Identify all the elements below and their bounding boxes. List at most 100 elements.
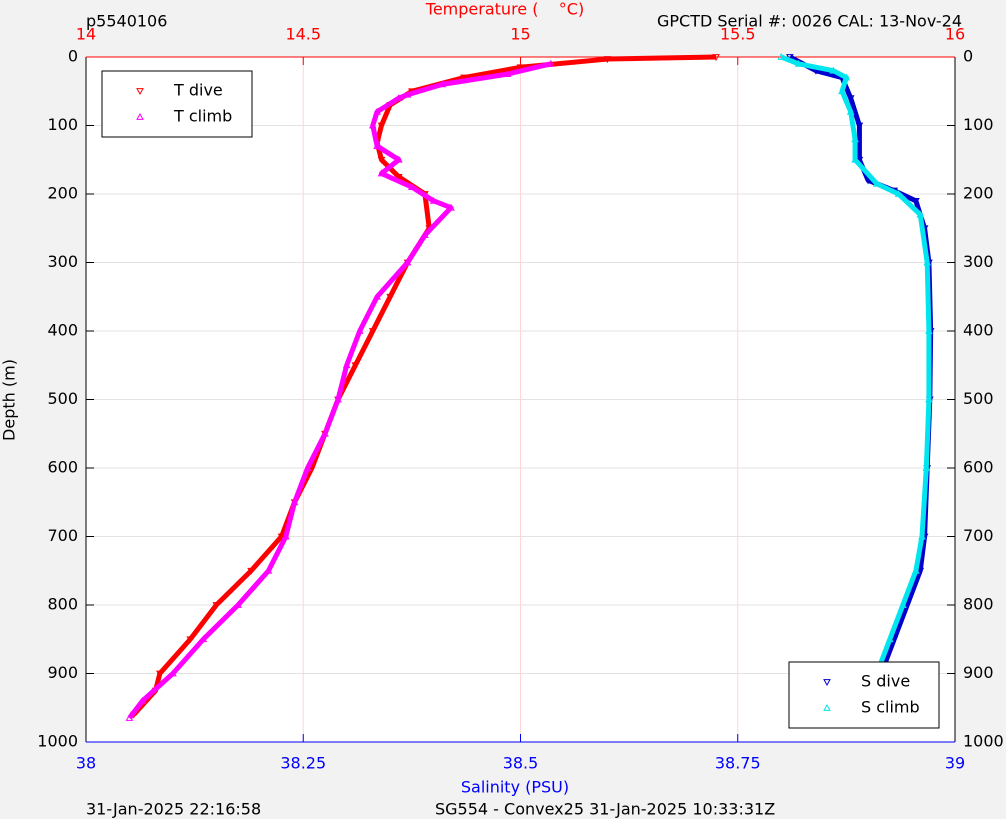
data-point xyxy=(916,567,925,575)
profile-line xyxy=(127,61,552,720)
data-point xyxy=(156,670,164,678)
y-axis-label: Depth (m) xyxy=(0,359,19,441)
legend-marker xyxy=(823,703,831,711)
data-point xyxy=(247,567,255,575)
data-point xyxy=(794,59,803,67)
data-point xyxy=(421,231,429,238)
data-point xyxy=(355,326,364,334)
y-tick-label: 300 xyxy=(47,252,78,271)
y-tick-label: 500 xyxy=(47,389,78,408)
data-point xyxy=(377,169,386,177)
data-point xyxy=(912,197,920,205)
data-point xyxy=(846,107,855,115)
data-point xyxy=(872,179,881,187)
data-point xyxy=(351,362,360,370)
footer-left: 31-Jan-2025 22:16:58 xyxy=(86,800,261,819)
data-point xyxy=(282,532,290,540)
y2-tick-label: 600 xyxy=(963,458,994,477)
data-point xyxy=(447,203,455,211)
legend-marker xyxy=(823,679,831,687)
legend: S dive S climb xyxy=(788,661,940,729)
data-point xyxy=(403,258,412,266)
data-point xyxy=(199,635,208,643)
data-point xyxy=(138,696,147,704)
title-right: GPCTD Serial #: 0026 CAL: 13-Nov-24 xyxy=(657,12,962,31)
legend-box xyxy=(101,70,253,138)
y-tick-label: 900 xyxy=(47,663,78,682)
x2-tick-label: 14.5 xyxy=(285,25,321,44)
x2-tick-label: 14 xyxy=(76,25,96,44)
legend-marker xyxy=(136,88,144,96)
data-point xyxy=(342,361,351,369)
data-point xyxy=(851,155,859,163)
y-tick-label: 0 xyxy=(68,47,78,66)
x-axis-label: Salinity (PSU) xyxy=(461,778,569,797)
data-point xyxy=(321,429,329,437)
data-point xyxy=(377,156,386,164)
legend: T dive T climb xyxy=(101,70,253,138)
data-point xyxy=(894,189,903,197)
data-point xyxy=(438,80,447,88)
y2-tick-label: 400 xyxy=(963,321,994,340)
data-point xyxy=(234,600,242,608)
y-tick-label: 600 xyxy=(47,458,78,477)
y2-tick-label: 900 xyxy=(963,663,994,682)
legend-label: T climb xyxy=(173,107,232,126)
y2-tick-label: 100 xyxy=(963,115,994,134)
y-tick-label: 200 xyxy=(47,184,78,203)
data-point xyxy=(516,64,525,72)
y2-tick-label: 700 xyxy=(963,526,994,545)
data-point xyxy=(186,636,195,644)
legend-label: S climb xyxy=(861,698,920,717)
y2-tick-label: 1000 xyxy=(963,732,1004,751)
data-point xyxy=(855,122,864,130)
y-tick-label: 100 xyxy=(47,115,78,134)
data-point xyxy=(503,70,512,78)
legend-label: S dive xyxy=(861,672,910,691)
y2-tick-label: 200 xyxy=(963,184,994,203)
x-tick-label: 38 xyxy=(76,754,96,773)
legend-label: T dive xyxy=(173,81,223,100)
data-point xyxy=(923,258,932,266)
data-point xyxy=(290,498,299,506)
data-point xyxy=(916,210,925,218)
data-point xyxy=(212,602,221,610)
data-point xyxy=(777,52,786,60)
title-left: p5540106 xyxy=(86,12,167,31)
x-tick-label: 38.25 xyxy=(280,754,326,773)
y2-tick-label: 800 xyxy=(963,595,994,614)
data-point xyxy=(864,177,872,185)
x-tick-label: 38.75 xyxy=(715,754,761,773)
data-point xyxy=(851,135,859,143)
data-point xyxy=(394,155,403,163)
data-point xyxy=(838,87,846,95)
data-point xyxy=(547,59,555,67)
y-tick-label: 700 xyxy=(47,526,78,545)
x2-tick-label: 15.5 xyxy=(720,25,756,44)
data-point xyxy=(303,463,312,471)
data-point xyxy=(922,463,931,471)
data-point xyxy=(842,73,851,81)
x2-axis-label: Temperature ( °C) xyxy=(425,0,584,19)
x2-tick-label: 15 xyxy=(510,25,530,44)
data-point xyxy=(918,532,926,540)
data-point xyxy=(377,122,386,130)
data-point xyxy=(925,326,933,334)
data-point xyxy=(408,183,416,191)
data-point xyxy=(460,74,468,82)
data-point xyxy=(169,669,177,677)
y-tick-label: 800 xyxy=(47,595,78,614)
y-tick-label: 400 xyxy=(47,321,78,340)
data-point xyxy=(429,196,438,204)
data-point xyxy=(394,173,403,181)
x2-tick-label: 16 xyxy=(945,25,965,44)
data-point xyxy=(846,95,855,103)
x-tick-label: 39 xyxy=(945,754,965,773)
y-tick-label: 1000 xyxy=(37,732,78,751)
data-point xyxy=(899,600,907,608)
data-point xyxy=(712,54,720,62)
data-point xyxy=(603,56,612,64)
data-point xyxy=(373,142,381,149)
